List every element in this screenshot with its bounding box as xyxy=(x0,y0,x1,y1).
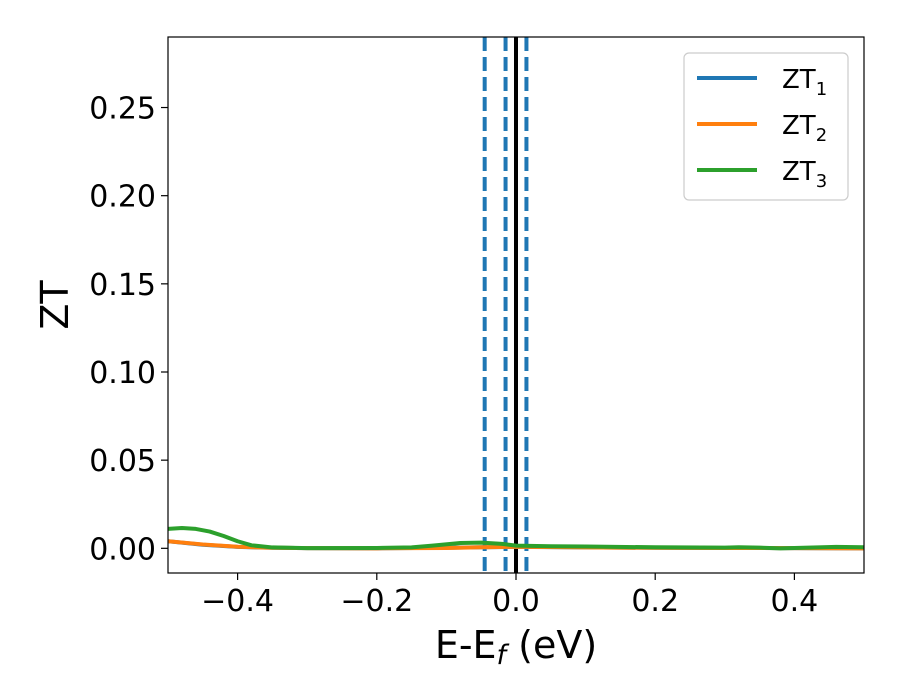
legend-box xyxy=(683,52,849,201)
y-tick-label: 0.00 xyxy=(89,532,156,567)
legend: ZT1 ZT2 ZT3 xyxy=(683,52,849,201)
legend-entry-zt2: ZT2 xyxy=(697,111,827,146)
x-axis-ticks: −0.4 −0.2 0.0 0.2 0.4 xyxy=(201,573,818,619)
x-tick-label: −0.2 xyxy=(340,584,413,619)
x-tick-label: 0.2 xyxy=(631,584,679,619)
legend-entry-zt1: ZT1 xyxy=(697,65,827,100)
legend-label: ZT2 xyxy=(782,111,827,146)
x-tick-label: 0.4 xyxy=(771,584,819,619)
y-axis-ticks: 0.00 0.05 0.10 0.15 0.20 0.25 xyxy=(89,92,168,567)
reference-lines xyxy=(482,37,529,573)
series-lines xyxy=(168,526,864,551)
x-tick-label: −0.4 xyxy=(201,584,274,619)
y-tick-label: 0.25 xyxy=(89,92,156,127)
y-tick-label: 0.10 xyxy=(89,356,156,391)
x-axis-label: E-Ef (eV) xyxy=(435,623,597,671)
y-tick-label: 0.15 xyxy=(89,268,156,303)
series-line-zt3 xyxy=(168,526,864,551)
legend-label: ZT3 xyxy=(782,157,827,192)
y-tick-label: 0.20 xyxy=(89,180,156,215)
x-tick-label: 0.0 xyxy=(492,584,540,619)
legend-entry-zt3: ZT3 xyxy=(697,157,827,192)
y-tick-label: 0.05 xyxy=(89,444,156,479)
legend-label: ZT1 xyxy=(782,65,827,100)
y-axis-label: ZT xyxy=(33,280,77,330)
